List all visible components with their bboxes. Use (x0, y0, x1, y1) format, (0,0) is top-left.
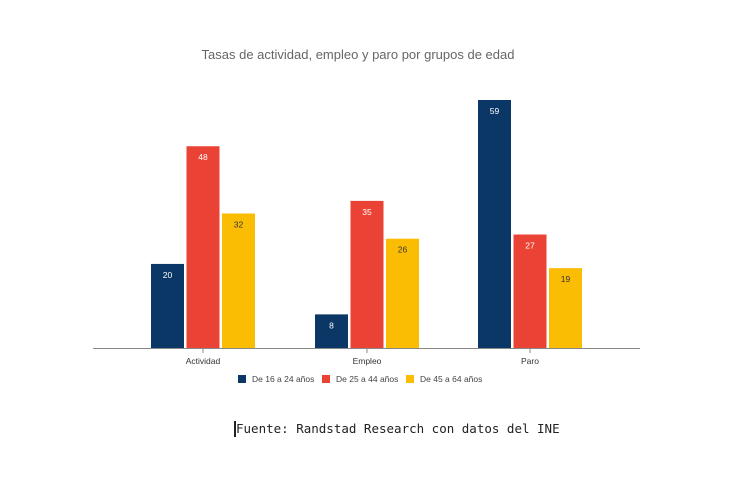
data-label: 8 (329, 320, 334, 330)
legend-item[interactable]: De 16 a 24 años (238, 374, 314, 384)
bar-empleo-series-2 (350, 200, 384, 348)
legend-swatch (322, 375, 330, 383)
legend-label: De 25 a 44 años (336, 374, 398, 384)
legend-label: De 16 a 24 años (252, 374, 314, 384)
bar-empleo-series-3 (386, 238, 419, 348)
data-label: 35 (362, 207, 372, 217)
bar-paro-series-2 (513, 234, 547, 348)
data-label: 48 (198, 152, 208, 162)
data-label: 26 (398, 245, 408, 255)
data-label: 19 (561, 274, 571, 284)
data-label: 20 (163, 270, 173, 280)
bar-actividad-series-3 (222, 213, 255, 348)
chart-title: Tasas de actividad, empleo y paro por gr… (202, 47, 515, 62)
legend-item[interactable]: De 45 a 64 años (406, 374, 482, 384)
legend-item[interactable]: De 25 a 44 años (322, 374, 398, 384)
data-label: 32 (234, 219, 244, 229)
data-label: 59 (490, 106, 500, 116)
legend-label: De 45 a 64 años (420, 374, 482, 384)
source-note: Fuente: Randstad Research con datos del … (234, 421, 560, 437)
bar-paro-series-1 (478, 100, 511, 348)
legend-swatch (406, 375, 414, 383)
bar-actividad-series-1 (151, 263, 184, 348)
legend-swatch (238, 375, 246, 383)
x-tick-label: Paro (521, 356, 539, 366)
bar-actividad-series-2 (186, 146, 220, 348)
x-tick-label: Actividad (186, 356, 221, 366)
data-label: 27 (525, 241, 535, 251)
x-tick-label: Empleo (353, 356, 382, 366)
bar-paro-series-3 (549, 268, 582, 348)
bar-empleo-series-1 (315, 314, 348, 348)
